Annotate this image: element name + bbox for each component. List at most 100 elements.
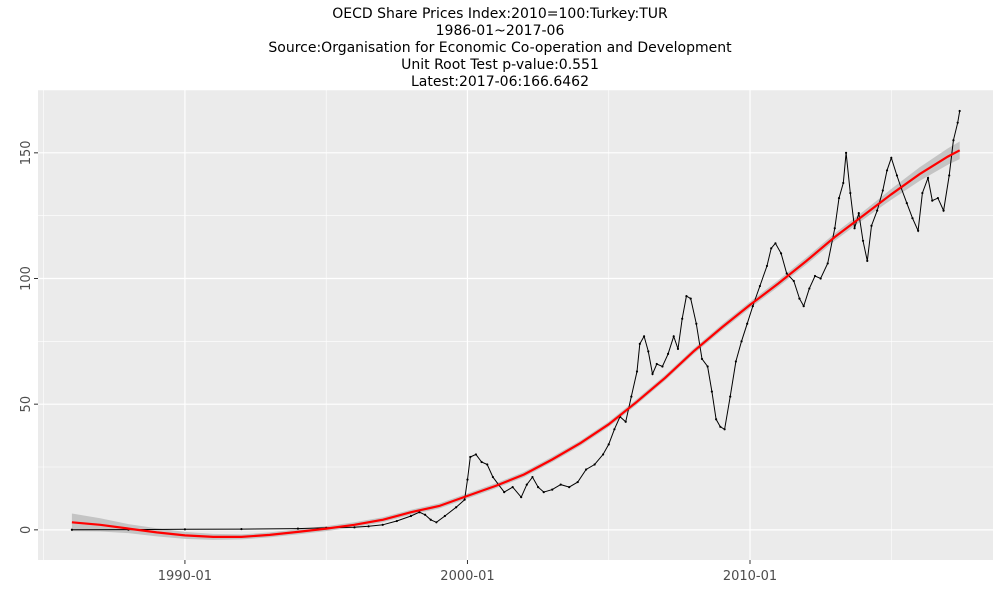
series-point-observed [885, 169, 889, 172]
y-tick-label: 150 [19, 140, 34, 165]
series-point-observed [651, 372, 654, 376]
x-axis: 1990-01 2000-01 2010-01 [158, 560, 777, 584]
series-point-observed [695, 322, 698, 325]
series-point-observed [418, 511, 421, 514]
series-point-observed [655, 362, 658, 366]
series-point-observed [353, 526, 356, 529]
series-point-observed [729, 395, 732, 398]
series-point-observed [706, 365, 709, 368]
series-point-observed [734, 360, 737, 363]
chart-subtitle-unit-root: Unit Root Test p-value:0.551 [401, 57, 599, 73]
series-point-observed [861, 239, 865, 242]
series-point-observed [857, 212, 860, 215]
chart-subtitle-date-range: 1986-01~2017-06 [435, 23, 565, 39]
series-point-observed [853, 227, 856, 230]
series-point-observed [700, 357, 704, 361]
series-point-observed [429, 518, 432, 521]
series-point-observed [876, 209, 879, 212]
series-point-observed [491, 475, 494, 479]
series-point-observed [647, 350, 650, 353]
x-tick-label: 1990-01 [158, 569, 212, 584]
series-point-observed [681, 317, 684, 320]
series-point-observed [689, 297, 692, 300]
series-point-observed [486, 463, 489, 466]
series-point-observed [593, 463, 596, 466]
series-point-observed [443, 514, 446, 518]
series-point-observed [576, 480, 579, 484]
series-point-observed [710, 390, 713, 393]
chart-title: OECD Share Prices Index:2010=100:Turkey:… [332, 6, 668, 22]
series-point-observed [911, 217, 914, 220]
series-point-observed [70, 528, 74, 531]
series-point-observed [672, 335, 675, 338]
series-point-observed [948, 174, 951, 177]
series-point-observed [917, 229, 920, 232]
series-point-observed [435, 521, 438, 524]
chart-subtitle-latest: Latest:2017-06:166.6462 [411, 74, 589, 90]
series-point-observed [480, 460, 483, 464]
series-point-observed [559, 483, 562, 486]
series-point-observed [719, 425, 722, 428]
series-point-observed [607, 443, 610, 446]
series-layer [70, 109, 961, 538]
y-tick-label: 100 [19, 266, 34, 291]
series-point-observed [624, 420, 627, 423]
series-point-observed [630, 395, 633, 398]
series-line-trend [71, 149, 961, 538]
series-point-observed [958, 109, 961, 113]
series-point-observed [474, 453, 478, 456]
y-tick-label: 50 [19, 396, 34, 413]
series-point-observed [635, 370, 639, 373]
series-point-observed [779, 252, 783, 255]
series-point-observed [798, 297, 801, 300]
series-point-observed [765, 264, 769, 268]
series-point-observed [881, 189, 884, 192]
series-point-observed [826, 262, 829, 265]
series-point-observed [931, 199, 934, 202]
chart-title-block: OECD Share Prices Index:2010=100:Turkey:… [0, 6, 1000, 91]
series-point-observed [746, 322, 749, 325]
series-point-observed [183, 528, 187, 531]
series-point-observed [842, 181, 845, 185]
series-point-observed [770, 247, 773, 250]
minor-gridlines [38, 89, 993, 560]
series-point-observed [685, 294, 688, 298]
series-point-observed [381, 523, 384, 526]
series-point-observed [511, 486, 514, 489]
series-point-observed [792, 279, 795, 283]
series-point-observed [661, 365, 664, 368]
series-point-observed [296, 527, 300, 530]
series-point-observed [715, 418, 718, 421]
series-point-observed [740, 340, 743, 343]
series-point-observed [952, 139, 955, 142]
series-line-observed [71, 110, 961, 531]
series-point-observed [551, 488, 554, 491]
y-axis: 0 50 100 150 [19, 140, 38, 534]
series-point-observed [240, 527, 243, 531]
y-tick-label: 0 [19, 526, 34, 534]
series-point-observed [942, 209, 945, 212]
series-point-observed [866, 259, 869, 263]
series-point-observed [409, 514, 413, 518]
series-point-observed [638, 342, 641, 345]
series-point-observed [423, 513, 427, 516]
series-point-observed [813, 274, 817, 278]
series-point-observed [469, 455, 472, 459]
series-point-observed [837, 196, 841, 200]
series-point-observed [758, 284, 762, 288]
series-point-observed [613, 428, 616, 431]
series-point-observed [367, 525, 370, 528]
series-point-observed [666, 352, 670, 356]
series-point-observed [568, 486, 571, 489]
series-point-observed [956, 121, 959, 124]
series-point-observed [870, 224, 873, 227]
x-tick-label: 2000-01 [440, 569, 494, 584]
series-point-observed [890, 156, 893, 159]
series-point-observed [723, 428, 726, 431]
series-point-observed [537, 486, 540, 489]
series-point-observed [525, 483, 528, 486]
series-point-observed [642, 335, 646, 338]
series-point-observed [802, 305, 805, 308]
series-point-observed [466, 478, 469, 481]
